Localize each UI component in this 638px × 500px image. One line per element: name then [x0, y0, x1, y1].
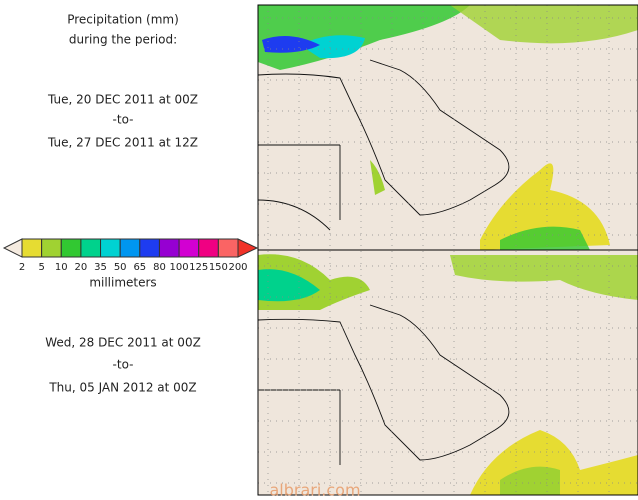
legend-over: [237, 238, 259, 258]
period-separator: -to-: [113, 358, 134, 372]
legend-tick-label: 20: [75, 262, 88, 273]
map-grid: [258, 5, 638, 495]
legend-swatch: [139, 238, 160, 258]
legend-under: [2, 238, 23, 258]
legend-swatch: [21, 238, 43, 258]
title: Precipitation (mm): [67, 13, 179, 27]
legend-swatch: [178, 238, 200, 258]
legend-swatch: [60, 238, 82, 258]
legend-tick-label: 5: [38, 262, 44, 273]
legend-tick-label: 200: [228, 262, 247, 273]
period-separator: -to-: [113, 113, 134, 127]
period-start: Tue, 20 DEC 2011 at 00Z: [47, 93, 198, 107]
subtitle: during the period:: [69, 33, 177, 47]
legend-tick-label: 80: [153, 262, 166, 273]
legend-tick-label: 2: [19, 262, 25, 273]
coastlines: [257, 59, 510, 465]
legend-unit: millimeters: [89, 276, 156, 290]
legend-tick-label: 35: [94, 262, 107, 273]
legend-tick-label: 65: [133, 262, 146, 273]
legend-swatch: [217, 238, 239, 258]
period-end: Thu, 05 JAN 2012 at 00Z: [48, 381, 196, 395]
legend-swatch: [158, 238, 180, 258]
legend-swatch: [100, 238, 121, 258]
legend-tick-label: 150: [209, 262, 228, 273]
watermark: albrari.com: [269, 481, 360, 500]
legend-tick-label: 125: [189, 262, 208, 273]
map-bottom: [257, 249, 638, 496]
legend-tick-label: 100: [170, 262, 189, 273]
period-end: Tue, 27 DEC 2011 at 12Z: [47, 136, 198, 150]
legend-swatch: [198, 238, 219, 258]
period-start: Wed, 28 DEC 2011 at 00Z: [45, 336, 201, 350]
legend-swatch: [41, 238, 62, 258]
legend-tick-label: 50: [114, 262, 127, 273]
legend-swatch: [119, 238, 141, 258]
map-top: [257, 4, 638, 251]
legend-swatch: [80, 238, 102, 258]
legend-tick-label: 10: [55, 262, 68, 273]
